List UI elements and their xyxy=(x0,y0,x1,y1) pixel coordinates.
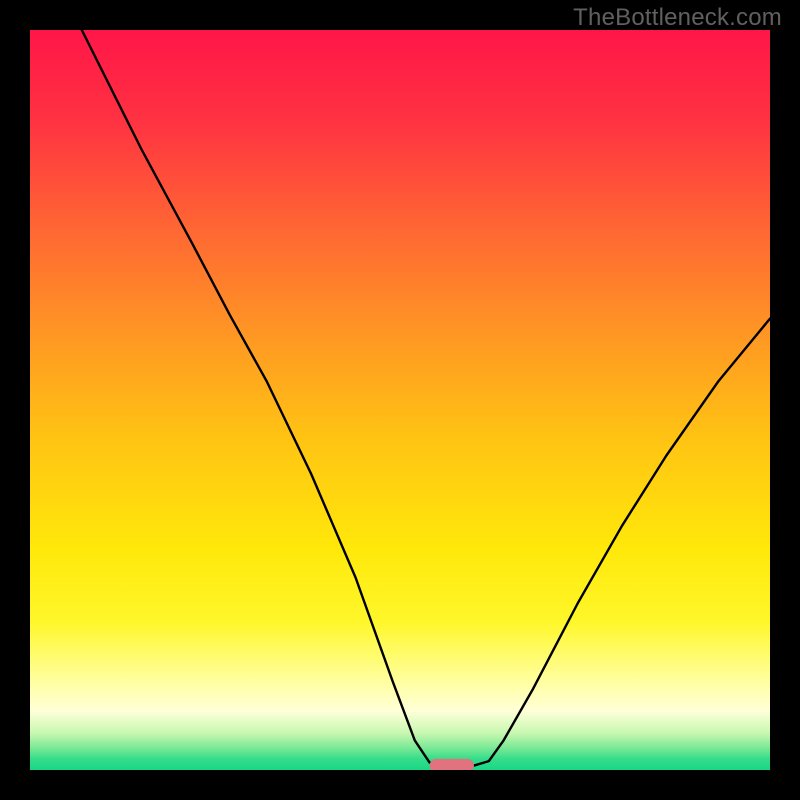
gradient-background xyxy=(30,30,770,770)
chart-frame: TheBottleneck.com xyxy=(0,0,800,800)
watermark-text: TheBottleneck.com xyxy=(573,4,782,32)
bottleneck-chart-svg xyxy=(30,30,770,770)
plot-area xyxy=(30,30,770,770)
optimal-marker xyxy=(430,759,474,770)
